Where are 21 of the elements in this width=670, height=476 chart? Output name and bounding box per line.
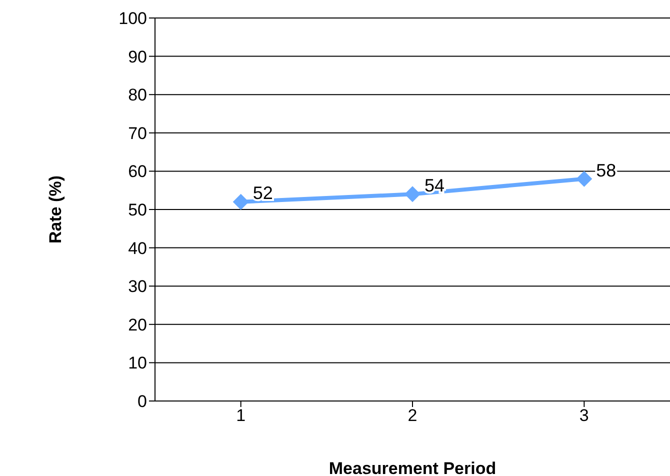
- y-tick-label: 100: [118, 9, 147, 28]
- y-tick-label: 80: [128, 86, 147, 105]
- y-tick-label: 10: [128, 354, 147, 373]
- y-tick-label: 60: [128, 162, 147, 182]
- point: [232, 194, 249, 210]
- y-tick-label: 0: [138, 392, 147, 412]
- data-label: 52: [252, 183, 273, 204]
- x-axis-title: Measurement Period: [328, 459, 496, 476]
- y-tick-label: 30: [128, 277, 147, 296]
- y-axis-title: Rate (%): [46, 175, 66, 244]
- y-tick-label: 20: [128, 315, 147, 334]
- x-tick-label: 1: [236, 406, 246, 426]
- y-tick-label: 40: [128, 238, 147, 258]
- y-tick-label: 50: [128, 200, 147, 220]
- y-tick-label: 90: [128, 47, 147, 66]
- data-label: 54: [424, 176, 445, 196]
- y-tick-label: 70: [128, 124, 147, 143]
- point: [404, 186, 420, 202]
- x-tick-label: 2: [408, 406, 418, 426]
- x-tick-label: 3: [579, 406, 589, 426]
- point: [576, 170, 592, 187]
